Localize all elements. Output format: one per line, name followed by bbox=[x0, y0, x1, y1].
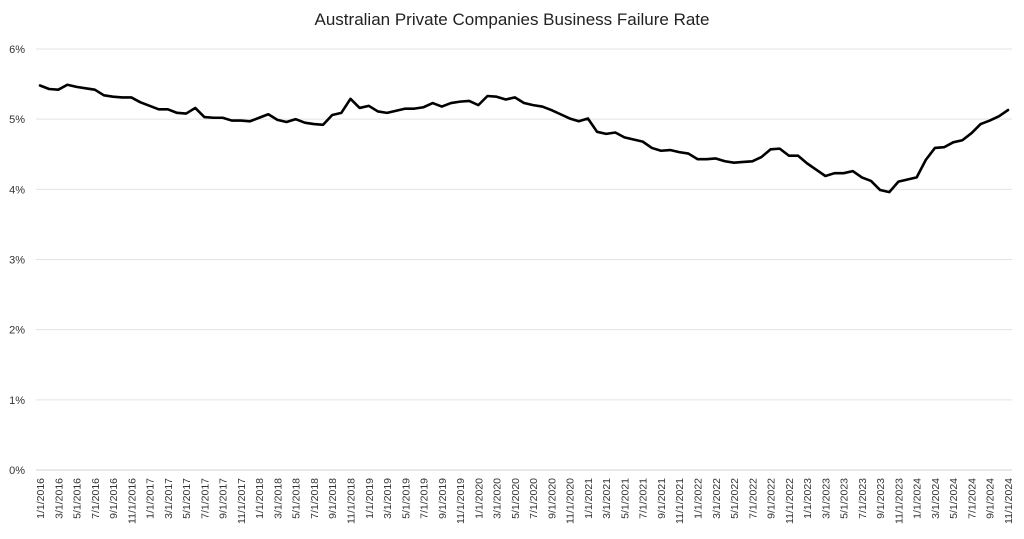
y-tick-label: 0% bbox=[9, 465, 25, 477]
series-layer bbox=[38, 83, 1010, 194]
x-tick-label: 3/1/2022 bbox=[711, 478, 723, 519]
gridlines bbox=[36, 48, 1012, 471]
x-tick-label: 3/1/2020 bbox=[492, 478, 504, 519]
x-tick-label: 11/1/2019 bbox=[455, 478, 467, 524]
x-tick-label: 1/1/2017 bbox=[145, 478, 157, 519]
x-tick-label: 9/1/2024 bbox=[985, 478, 997, 519]
series-line bbox=[38, 83, 1010, 194]
x-axis-ticks: 1/1/2016 3/1/2016 5/1/2016 7/1/2016 9/1/2016… bbox=[35, 478, 1015, 524]
x-tick-label: 5/1/2021 bbox=[619, 478, 631, 519]
x-tick-label: 3/1/2023 bbox=[820, 478, 832, 519]
x-tick-label: 7/1/2022 bbox=[747, 478, 759, 519]
x-tick-label: 3/1/2024 bbox=[930, 478, 942, 519]
x-tick-label: 1/1/2018 bbox=[254, 478, 266, 519]
x-tick-label: 5/1/2020 bbox=[510, 478, 522, 519]
x-tick-label: 3/1/2018 bbox=[272, 478, 284, 519]
x-tick-label: 7/1/2023 bbox=[857, 478, 869, 519]
x-tick-label: 11/1/2020 bbox=[565, 478, 577, 524]
x-tick-label: 5/1/2024 bbox=[948, 478, 960, 519]
x-tick-label: 5/1/2018 bbox=[291, 478, 303, 519]
x-tick-label: 7/1/2020 bbox=[528, 478, 540, 519]
x-tick-label: 5/1/2019 bbox=[400, 478, 412, 519]
x-tick-label: 1/1/2020 bbox=[473, 478, 485, 519]
x-tick-label: 5/1/2022 bbox=[729, 478, 741, 519]
x-tick-label: 3/1/2017 bbox=[163, 478, 175, 519]
x-tick-label: 5/1/2023 bbox=[839, 478, 851, 519]
y-tick-label: 1% bbox=[9, 395, 25, 407]
x-tick-label: 11/1/2022 bbox=[784, 478, 796, 524]
x-tick-label: 1/1/2021 bbox=[583, 478, 595, 519]
x-tick-label: 1/1/2023 bbox=[802, 478, 814, 519]
x-tick-label: 9/1/2023 bbox=[875, 478, 887, 519]
x-tick-label: 1/1/2022 bbox=[693, 478, 705, 519]
x-tick-label: 3/1/2019 bbox=[382, 478, 394, 519]
x-tick-label: 5/1/2017 bbox=[181, 478, 193, 519]
x-tick-label: 9/1/2022 bbox=[766, 478, 778, 519]
x-tick-label: 9/1/2016 bbox=[108, 478, 120, 519]
x-tick-label: 3/1/2021 bbox=[601, 478, 613, 519]
y-tick-label: 3% bbox=[9, 255, 25, 267]
x-tick-label: 11/1/2024 bbox=[1003, 478, 1015, 524]
x-tick-label: 9/1/2017 bbox=[218, 478, 230, 519]
x-tick-label: 11/1/2018 bbox=[345, 478, 357, 524]
x-tick-label: 7/1/2016 bbox=[90, 478, 102, 519]
y-tick-label: 4% bbox=[9, 184, 25, 196]
x-tick-label: 5/1/2016 bbox=[72, 478, 84, 519]
x-tick-label: 1/1/2024 bbox=[912, 478, 924, 519]
x-tick-label: 3/1/2016 bbox=[53, 478, 65, 519]
x-tick-label: 7/1/2019 bbox=[419, 478, 431, 519]
x-tick-label: 7/1/2024 bbox=[966, 478, 978, 519]
y-axis-ticks: 0% 1% 2% 3% 4% 5% 6% bbox=[9, 44, 25, 477]
x-tick-label: 9/1/2021 bbox=[656, 478, 668, 519]
x-tick-label: 11/1/2017 bbox=[236, 478, 248, 524]
x-tick-label: 9/1/2020 bbox=[546, 478, 558, 519]
y-tick-label: 6% bbox=[9, 44, 25, 56]
y-tick-label: 2% bbox=[9, 325, 25, 337]
x-tick-label: 1/1/2016 bbox=[35, 478, 47, 519]
x-tick-label: 9/1/2018 bbox=[327, 478, 339, 519]
x-tick-label: 9/1/2019 bbox=[437, 478, 449, 519]
x-tick-label: 7/1/2021 bbox=[638, 478, 650, 519]
x-tick-label: 11/1/2016 bbox=[126, 478, 138, 524]
x-tick-label: 7/1/2017 bbox=[199, 478, 211, 519]
x-tick-label: 11/1/2023 bbox=[893, 478, 905, 524]
x-tick-label: 7/1/2018 bbox=[309, 478, 321, 519]
x-tick-label: 1/1/2019 bbox=[364, 478, 376, 519]
x-tick-label: 11/1/2021 bbox=[674, 478, 686, 524]
y-tick-label: 5% bbox=[9, 114, 25, 126]
chart-title: Australian Private Companies Business Fa… bbox=[314, 10, 710, 29]
